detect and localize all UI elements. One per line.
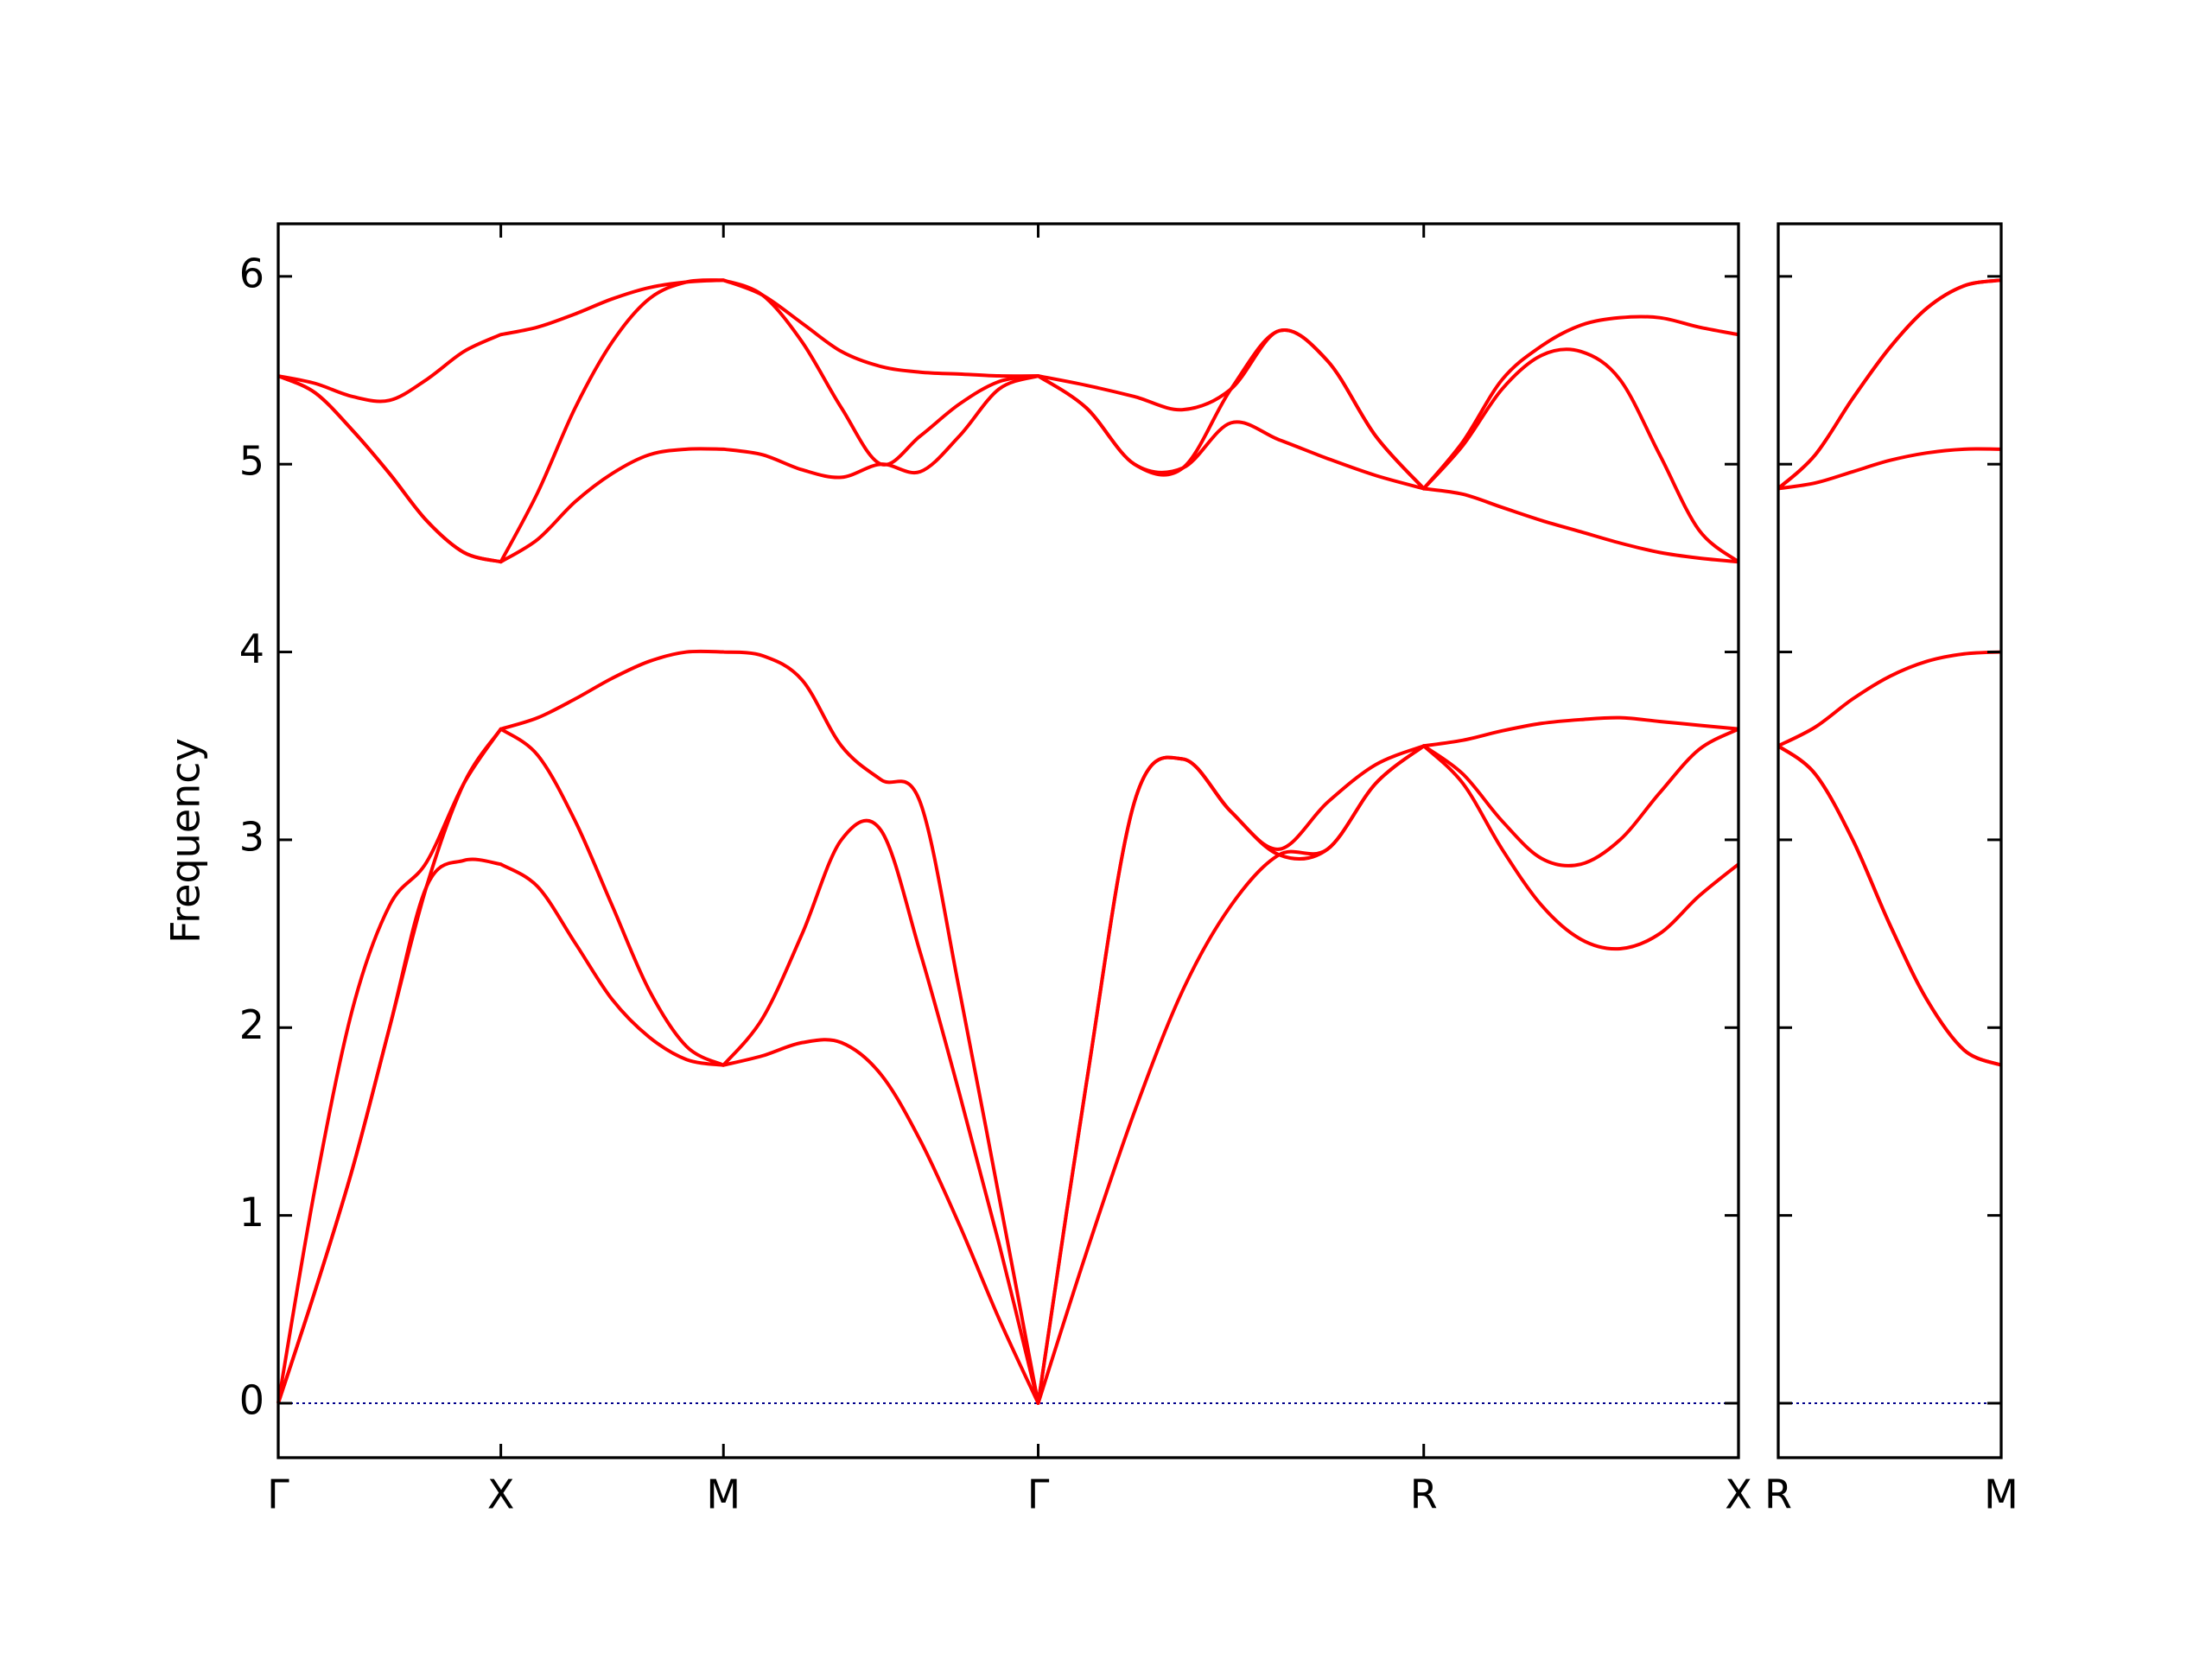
x-tick-label: M	[1984, 1471, 2018, 1518]
plot-frame	[1777, 222, 2003, 1459]
y-tick-label: 3	[239, 813, 264, 860]
band-line	[1777, 278, 2002, 490]
x-tick-label: Γ	[1027, 1471, 1050, 1518]
x-tick-label: X	[1725, 1471, 1752, 1518]
band-line	[1777, 744, 2002, 1067]
x-tick-label: R	[1764, 1471, 1792, 1518]
band-line	[276, 727, 1739, 1405]
band-line	[1777, 744, 2002, 1067]
band-line	[276, 744, 1740, 1405]
y-tick-label: 4	[239, 626, 264, 672]
y-tick-label: 5	[239, 438, 264, 485]
band-line	[277, 278, 1740, 564]
band-line	[277, 374, 1739, 564]
x-tick-label: Γ	[267, 1471, 289, 1518]
band-line	[1777, 447, 2002, 491]
y-axis-label: Frequency	[162, 738, 209, 944]
band-line	[276, 649, 1739, 1405]
x-tick-label: M	[706, 1471, 741, 1518]
x-tick-label: R	[1410, 1471, 1438, 1518]
band-line	[277, 278, 1739, 491]
y-tick-label: 6	[239, 250, 264, 296]
x-tick-label: X	[487, 1471, 515, 1518]
y-tick-label: 1	[239, 1189, 264, 1236]
y-tick-label: 2	[239, 1001, 264, 1048]
band-line	[1777, 650, 2002, 748]
y-tick-label: 0	[239, 1376, 264, 1423]
